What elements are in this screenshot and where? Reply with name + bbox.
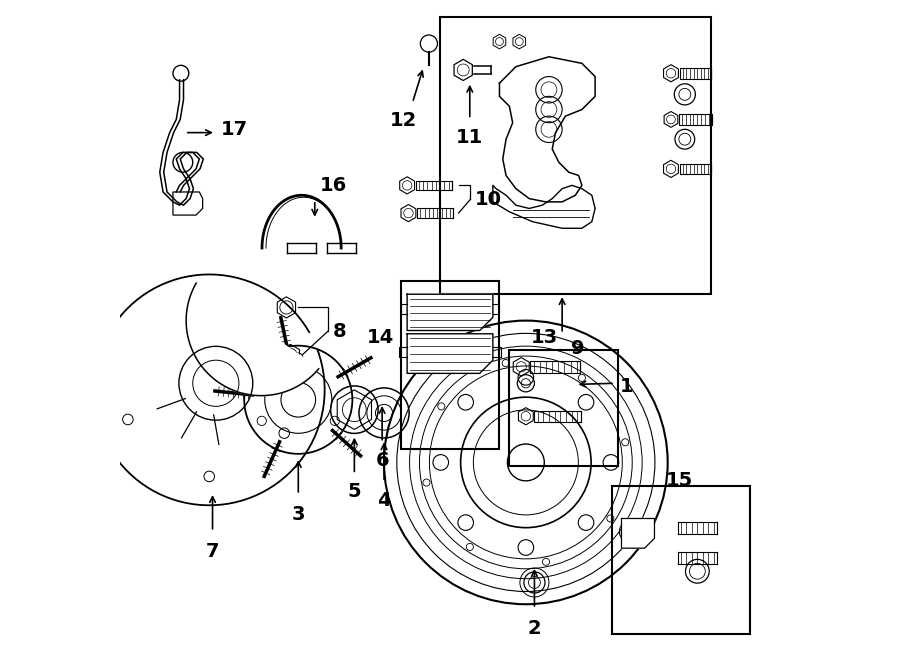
Text: 6: 6 (375, 451, 389, 470)
Text: 2: 2 (527, 619, 541, 638)
Polygon shape (622, 518, 654, 548)
Polygon shape (407, 294, 493, 330)
Text: 4: 4 (377, 490, 391, 510)
Text: 15: 15 (666, 471, 693, 490)
Text: 16: 16 (320, 176, 347, 195)
Text: 10: 10 (475, 190, 502, 209)
Text: 12: 12 (391, 111, 418, 130)
Polygon shape (94, 274, 325, 505)
Polygon shape (186, 283, 319, 396)
Text: 1: 1 (619, 377, 633, 396)
Text: 7: 7 (206, 541, 220, 561)
Polygon shape (407, 334, 493, 373)
Polygon shape (493, 185, 595, 228)
Text: 9: 9 (571, 339, 584, 358)
Text: 17: 17 (220, 120, 248, 139)
Text: 5: 5 (347, 483, 361, 501)
Polygon shape (500, 57, 595, 202)
Text: 8: 8 (333, 322, 346, 340)
Text: 11: 11 (456, 128, 483, 147)
Text: 14: 14 (366, 328, 394, 346)
Text: 13: 13 (530, 328, 558, 347)
Text: 3: 3 (292, 504, 305, 524)
